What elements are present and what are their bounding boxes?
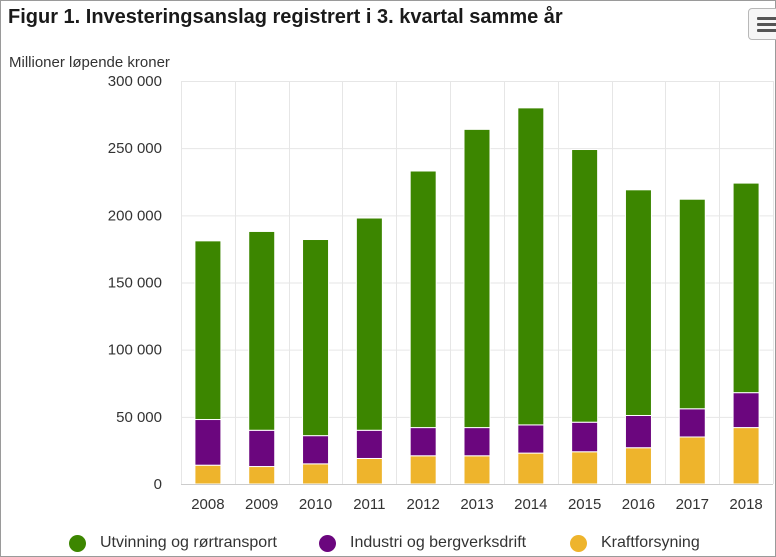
- menu-line: [757, 29, 776, 32]
- y-tick-label: 100 000: [108, 342, 162, 359]
- x-tick-label: 2017: [676, 496, 709, 513]
- chart-title: Figur 1. Investeringsanslag registrert i…: [8, 6, 563, 28]
- bar-segment: [624, 414, 652, 449]
- x-tick-label: 2016: [622, 496, 655, 513]
- purple-circle-icon: [319, 534, 336, 552]
- bar-segment: [355, 217, 383, 431]
- yellow-circle-icon: [570, 534, 587, 552]
- legend: Utvinning og rørtransport Industri og be…: [0, 531, 776, 555]
- bar-segment: [355, 429, 383, 459]
- bar-segment: [248, 466, 276, 485]
- bar-segment: [194, 240, 222, 421]
- y-axis-label: Millioner løpende kroner: [9, 54, 170, 71]
- legend-label: Industri og bergverksdrift: [350, 534, 527, 551]
- y-tick-label: 50 000: [116, 409, 162, 426]
- bar-segment: [732, 182, 760, 394]
- bar-segment: [302, 463, 330, 485]
- bar-segment: [463, 128, 491, 429]
- legend-item-utvinning[interactable]: Utvinning og rørtransport: [69, 531, 277, 555]
- bar-segment: [302, 435, 330, 465]
- bar-segment: [517, 424, 545, 454]
- x-tick-label: 2014: [514, 496, 547, 513]
- bar-segment: [517, 452, 545, 485]
- x-tick-label: 2012: [406, 496, 439, 513]
- bar-segment: [194, 419, 222, 466]
- x-tick-label: 2009: [245, 496, 278, 513]
- bar-segment: [571, 451, 599, 485]
- bar-segment: [571, 421, 599, 453]
- bar-segment: [463, 455, 491, 485]
- legend-item-kraftforsyning[interactable]: Kraftforsyning: [570, 531, 700, 555]
- bar-segment: [571, 149, 599, 423]
- bar-segment: [194, 464, 222, 485]
- y-tick-label: 0: [154, 476, 162, 493]
- y-tick-label: 200 000: [108, 207, 162, 224]
- green-circle-icon: [69, 534, 86, 552]
- bar-segment: [248, 429, 276, 468]
- x-tick-label: 2018: [729, 496, 762, 513]
- legend-label: Kraftforsyning: [601, 534, 700, 551]
- y-tick-label: 150 000: [108, 275, 162, 292]
- menu-line: [757, 17, 776, 20]
- bar-segment: [624, 447, 652, 485]
- legend-label: Utvinning og rørtransport: [100, 534, 277, 551]
- bar-segment: [732, 427, 760, 485]
- bar-segment: [517, 107, 545, 426]
- bar-segment: [463, 427, 491, 457]
- y-tick-label: 300 000: [108, 73, 162, 90]
- bar-segment: [678, 408, 706, 438]
- legend-item-industri[interactable]: Industri og bergverksdrift: [319, 531, 526, 555]
- x-tick-label: 2015: [568, 496, 601, 513]
- x-tick-label: 2010: [299, 496, 332, 513]
- bar-segment: [409, 427, 437, 457]
- bar-segment: [624, 189, 652, 416]
- y-tick-label: 250 000: [108, 140, 162, 157]
- bar-segment: [302, 239, 330, 437]
- hamburger-menu-icon[interactable]: [748, 8, 776, 40]
- bar-segment: [355, 457, 383, 485]
- x-tick-label: 2013: [460, 496, 493, 513]
- bar-segment: [409, 170, 437, 429]
- bar-segment: [678, 198, 706, 410]
- bar-segment: [732, 392, 760, 429]
- bar-segment: [248, 230, 276, 431]
- menu-line: [757, 23, 776, 26]
- bar-segment: [409, 455, 437, 485]
- bar-segment: [678, 436, 706, 485]
- x-tick-label: 2011: [353, 496, 385, 513]
- x-tick-label: 2008: [191, 496, 224, 513]
